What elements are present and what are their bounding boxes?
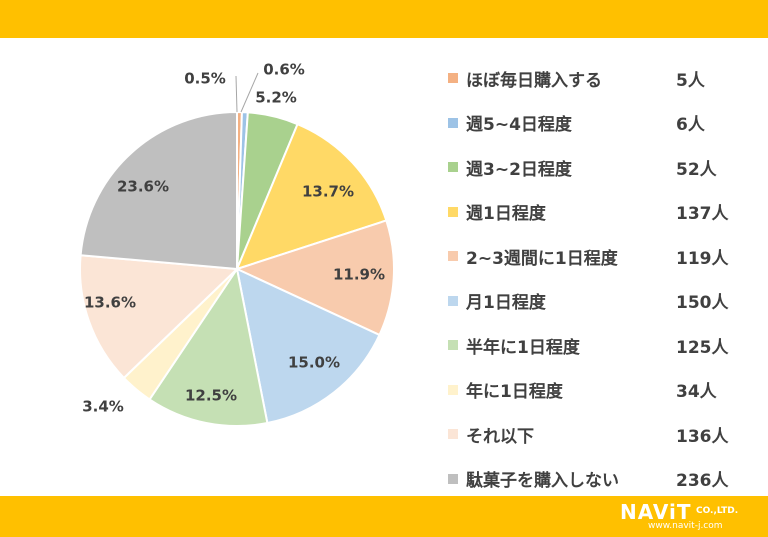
slice-label: 15.0% xyxy=(288,354,340,372)
legend-swatch xyxy=(448,473,458,484)
leader-line xyxy=(240,72,259,113)
navit-logo: NAViT CO.,LTD. www.navit-j.com xyxy=(620,500,760,534)
legend-count: 34人 xyxy=(676,382,717,403)
legend-label: 月1日程度 xyxy=(466,293,546,314)
logo-name: NAViT xyxy=(620,500,692,524)
legend-label: 週3~2日程度 xyxy=(466,159,572,180)
leader-line xyxy=(235,75,238,113)
legend-count: 150人 xyxy=(676,293,729,314)
legend-count: 6人 xyxy=(676,115,705,136)
slice-label: 11.9% xyxy=(333,266,385,284)
legend-label: 2~3週間に1日程度 xyxy=(466,248,618,269)
pie-slice xyxy=(235,122,388,271)
slice-label: 12.5% xyxy=(185,387,237,405)
legend-label: 年に1日程度 xyxy=(466,382,563,403)
slice-label: 13.7% xyxy=(302,183,354,201)
legend-item: 駄菓子を購入しない 236人 xyxy=(448,457,758,502)
pie-chart: 0.5% 0.6% 5.2% 13.7% 11.9% 15.0% 12.5% 3.4% 13.6… xyxy=(79,61,395,427)
legend-label: ほぼ毎日購入する xyxy=(466,70,602,91)
pie-slice xyxy=(79,110,238,271)
logo-suffix: CO.,LTD. xyxy=(696,506,739,516)
legend-swatch xyxy=(448,340,458,351)
legend-swatch xyxy=(448,384,458,395)
legend-item: 年に1日程度 34人 xyxy=(448,368,758,413)
legend-count: 136人 xyxy=(676,426,729,447)
legend-swatch xyxy=(448,73,458,84)
slice-label: 0.6% xyxy=(263,61,305,79)
legend-count: 137人 xyxy=(676,204,729,225)
bottom-banner xyxy=(0,496,768,537)
slice-label: 3.4% xyxy=(82,398,124,416)
legend-swatch xyxy=(448,117,458,128)
legend-item: 2~3週間に1日程度 119人 xyxy=(448,234,758,279)
logo-url: www.navit-j.com xyxy=(648,521,723,531)
slice-label: 13.6% xyxy=(84,294,136,312)
legend-count: 5人 xyxy=(676,70,705,91)
legend-swatch xyxy=(448,162,458,173)
legend-item: 週5~4日程度 6人 xyxy=(448,101,758,146)
pie-slice xyxy=(148,266,269,427)
legend-swatch xyxy=(448,429,458,440)
legend-label: 週1日程度 xyxy=(466,204,546,225)
legend-item: 週3~2日程度 52人 xyxy=(448,145,758,190)
legend-item: 半年に1日程度 125人 xyxy=(448,323,758,368)
legend-item: それ以下 136人 xyxy=(448,412,758,457)
pie-slice xyxy=(79,254,240,380)
legend-label: それ以下 xyxy=(466,426,534,447)
chart-legend: ほぼ毎日購入する 5人週5~4日程度 6人週3~2日程度 52人週1日程度 137人 2~… xyxy=(448,56,758,501)
legend-item: 週1日程度 137人 xyxy=(448,190,758,235)
legend-item: 月1日程度 150人 xyxy=(448,279,758,324)
legend-swatch xyxy=(448,251,458,262)
slice-label: 0.5% xyxy=(184,70,226,88)
legend-item: ほぼ毎日購入する 5人 xyxy=(448,56,758,101)
slice-label: 23.6% xyxy=(117,178,169,196)
legend-count: 236人 xyxy=(676,471,729,492)
legend-count: 125人 xyxy=(676,337,729,358)
legend-label: 週5~4日程度 xyxy=(466,115,572,136)
legend-count: 119人 xyxy=(676,248,729,269)
legend-swatch xyxy=(448,206,458,217)
legend-swatch xyxy=(448,295,458,306)
pie-slice xyxy=(235,267,381,425)
pie-slice xyxy=(234,219,395,337)
slice-label: 5.2% xyxy=(255,89,297,107)
legend-label: 半年に1日程度 xyxy=(466,337,580,358)
legend-count: 52人 xyxy=(676,159,717,180)
legend-label: 駄菓子を購入しない xyxy=(466,471,619,492)
top-banner xyxy=(0,0,768,38)
